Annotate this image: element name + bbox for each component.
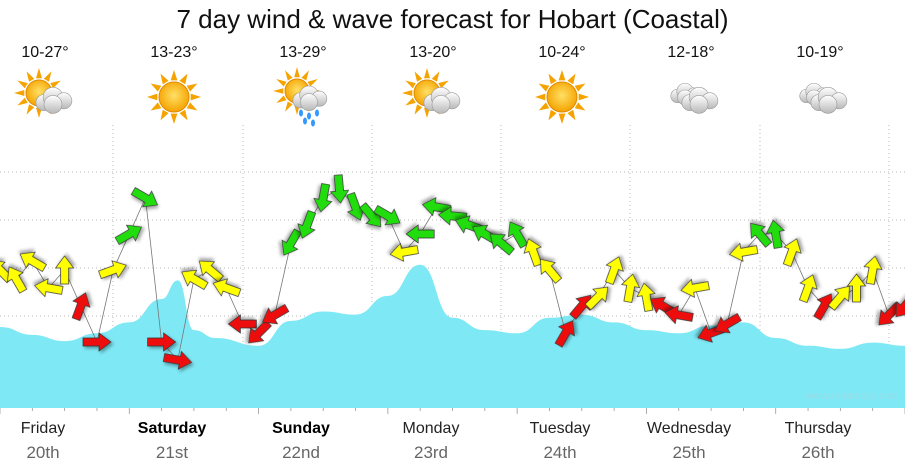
- wind-arrow: [554, 320, 575, 348]
- day-date-label: 22nd: [282, 443, 320, 462]
- wind-arrow: [405, 224, 435, 244]
- day-temperature: 10-24°: [538, 44, 586, 61]
- day-temperature: 10-19°: [796, 44, 844, 61]
- wind-arrow: [6, 266, 28, 294]
- sun-cloud-icon: [402, 68, 461, 118]
- wind-arrow: [98, 260, 127, 279]
- day-temperature: 13-23°: [150, 44, 198, 61]
- cloud-icon: [670, 82, 719, 114]
- wind-arrow: [147, 332, 177, 352]
- wind-arrow: [507, 221, 529, 249]
- wind-arrow: [71, 292, 91, 321]
- wind-arrow: [212, 278, 242, 297]
- day-temperature: 13-20°: [409, 44, 457, 61]
- day-name-label: Tuesday: [529, 420, 591, 437]
- wind-arrow: [114, 224, 142, 245]
- wind-arrow: [827, 285, 850, 311]
- wind-arrow: [329, 174, 350, 204]
- day-name-label: Wednesday: [646, 420, 732, 437]
- day-name-label: Thursday: [784, 420, 852, 437]
- wind-arrow: [878, 301, 903, 326]
- day-temperature: 12-18°: [667, 44, 715, 61]
- wind-arrow: [421, 197, 452, 217]
- wind-arrow: [895, 292, 905, 318]
- day-date-label: 26th: [801, 443, 835, 462]
- wind-arrow: [782, 238, 802, 267]
- wind-arrow: [863, 255, 883, 285]
- wind-arrow: [765, 219, 785, 249]
- day-name-label: Saturday: [137, 420, 207, 437]
- wind-arrow: [636, 282, 656, 312]
- day-name-label: Sunday: [272, 420, 330, 437]
- wave-height-area: [0, 264, 905, 408]
- wind-arrow: [198, 260, 224, 283]
- wind-arrow: [162, 350, 193, 370]
- day-name-label: Friday: [20, 420, 66, 437]
- wind-arrow: [313, 183, 333, 213]
- wind-arrows: [0, 174, 905, 370]
- wind-arrow: [584, 286, 609, 311]
- wind-arrow: [54, 255, 75, 285]
- day-date-label: 23rd: [413, 443, 449, 462]
- wind-arrow: [729, 242, 759, 262]
- wind-arrow: [714, 313, 742, 334]
- wind-arrow: [621, 273, 641, 303]
- cloud-icon: [799, 82, 848, 114]
- wind-arrow: [750, 222, 773, 248]
- wind-arrow: [181, 269, 209, 290]
- wind-arrow: [281, 228, 302, 256]
- day-name-label: Monday: [402, 420, 460, 437]
- sun-cloud-icon: [14, 68, 73, 118]
- wind-arrow: [82, 332, 112, 352]
- day-temperature: 10-27°: [21, 44, 69, 61]
- day-temperature: 13-29°: [279, 44, 327, 61]
- source-credit: www.seabreeze.com: [806, 391, 899, 402]
- wind-arrow: [373, 205, 401, 226]
- wind-arrow: [846, 273, 867, 303]
- day-date-label: 21st: [155, 443, 189, 462]
- day-date-label: 24th: [543, 443, 577, 462]
- sun-icon: [535, 70, 589, 124]
- wind-arrow: [19, 251, 47, 272]
- day-date-label: 20th: [26, 443, 60, 462]
- sun-icon: [147, 70, 201, 124]
- chart-title: 7 day wind & wave forecast for Hobart (C…: [176, 4, 729, 34]
- wind-arrow: [489, 233, 515, 256]
- wind-arrow: [799, 274, 818, 303]
- wind-arrow: [680, 278, 710, 298]
- sun-cloud-rain-icon: [273, 67, 328, 127]
- wind-arrow: [262, 304, 290, 325]
- wind-arrow: [605, 256, 624, 285]
- wind-arrow: [664, 305, 694, 325]
- wind-arrow: [130, 187, 159, 208]
- wind-arrow: [227, 314, 257, 334]
- wind-arrow: [389, 242, 419, 262]
- weather-icons: [14, 67, 848, 127]
- day-date-label: 25th: [672, 443, 706, 462]
- wind-arrow: [34, 278, 64, 298]
- wind-arrow: [540, 258, 563, 284]
- wind-arrow: [297, 210, 317, 239]
